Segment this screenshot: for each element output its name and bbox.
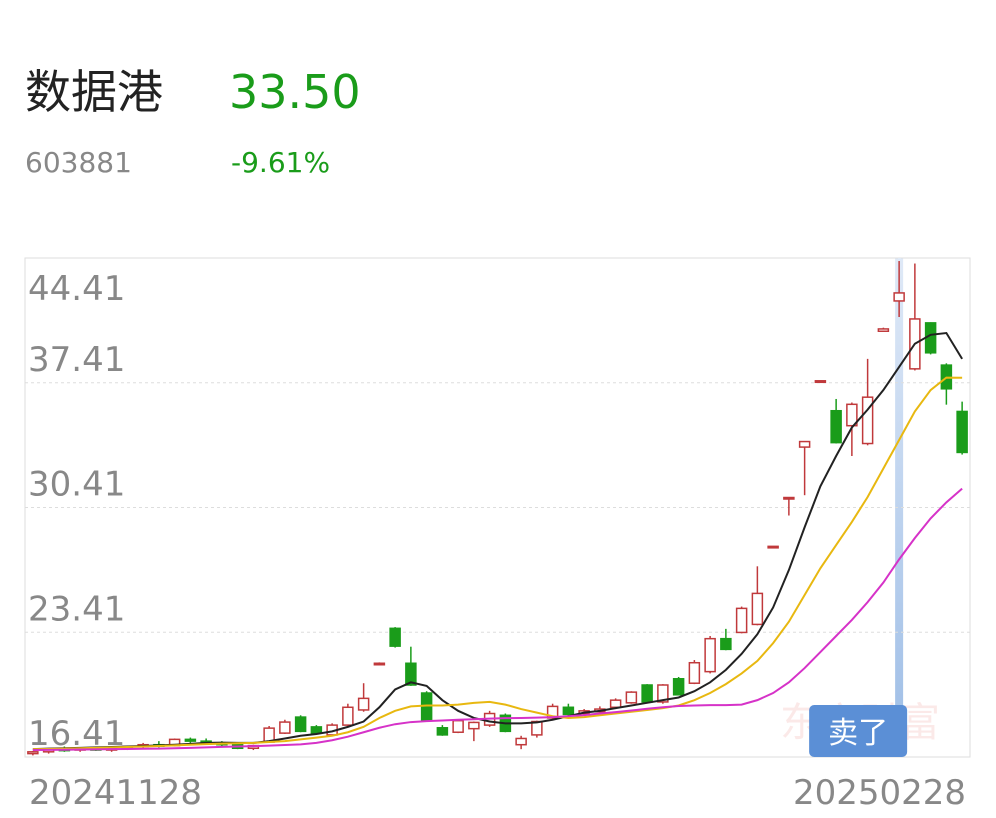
moving-average-line [32,376,963,751]
candle-body [735,607,748,634]
candle-body [641,684,653,703]
candle-body [357,697,370,711]
candle-body [562,706,575,716]
stock-code: 603881 [25,146,132,179]
moving-average-line [32,331,963,751]
candle-body [751,592,764,626]
candle-body [830,409,842,444]
candle-body [956,410,968,454]
candle-body [373,662,386,666]
candle-body [877,328,890,332]
y-tick-label: 37.41 [28,340,125,380]
candle-body [389,627,401,647]
candle-body [893,292,905,302]
moving-average-line [32,487,963,752]
stock-name: 数据港 [25,65,163,119]
x-tick-label: 20241128 [29,773,202,813]
candle-body [342,706,354,726]
stock-price: 33.50 [229,65,361,119]
candle-body [672,678,685,696]
signal-label[interactable]: 卖了 [828,716,888,751]
signal-highlight [895,258,904,757]
candle-body [184,738,197,742]
candle-body [846,403,858,427]
candle-body [468,721,480,730]
candle-body [515,737,527,746]
candle-body [783,496,795,500]
candle-body [814,380,827,384]
signal-button[interactable] [809,705,908,757]
candle-body [767,545,779,549]
candle-body [436,727,449,736]
candle-body [798,440,811,448]
candle-body [27,751,39,755]
x-tick-label: 20250228 [793,773,966,813]
candle-body [405,662,417,686]
chart-frame [24,257,971,758]
candle-body [704,637,716,673]
candle-body [609,699,622,709]
candle-body [688,661,701,684]
y-tick-label: 23.41 [28,589,125,629]
candle-body [625,691,638,704]
y-tick-label: 30.41 [28,465,125,505]
candle-body [861,396,874,445]
candle-body [452,719,464,733]
y-tick-label: 44.41 [28,269,125,309]
candle-body [310,726,323,734]
candle-body [294,716,307,733]
price-change: -9.61% [231,146,330,179]
candle-body [279,721,291,734]
candle-body [657,684,669,703]
candle-body [720,637,732,651]
